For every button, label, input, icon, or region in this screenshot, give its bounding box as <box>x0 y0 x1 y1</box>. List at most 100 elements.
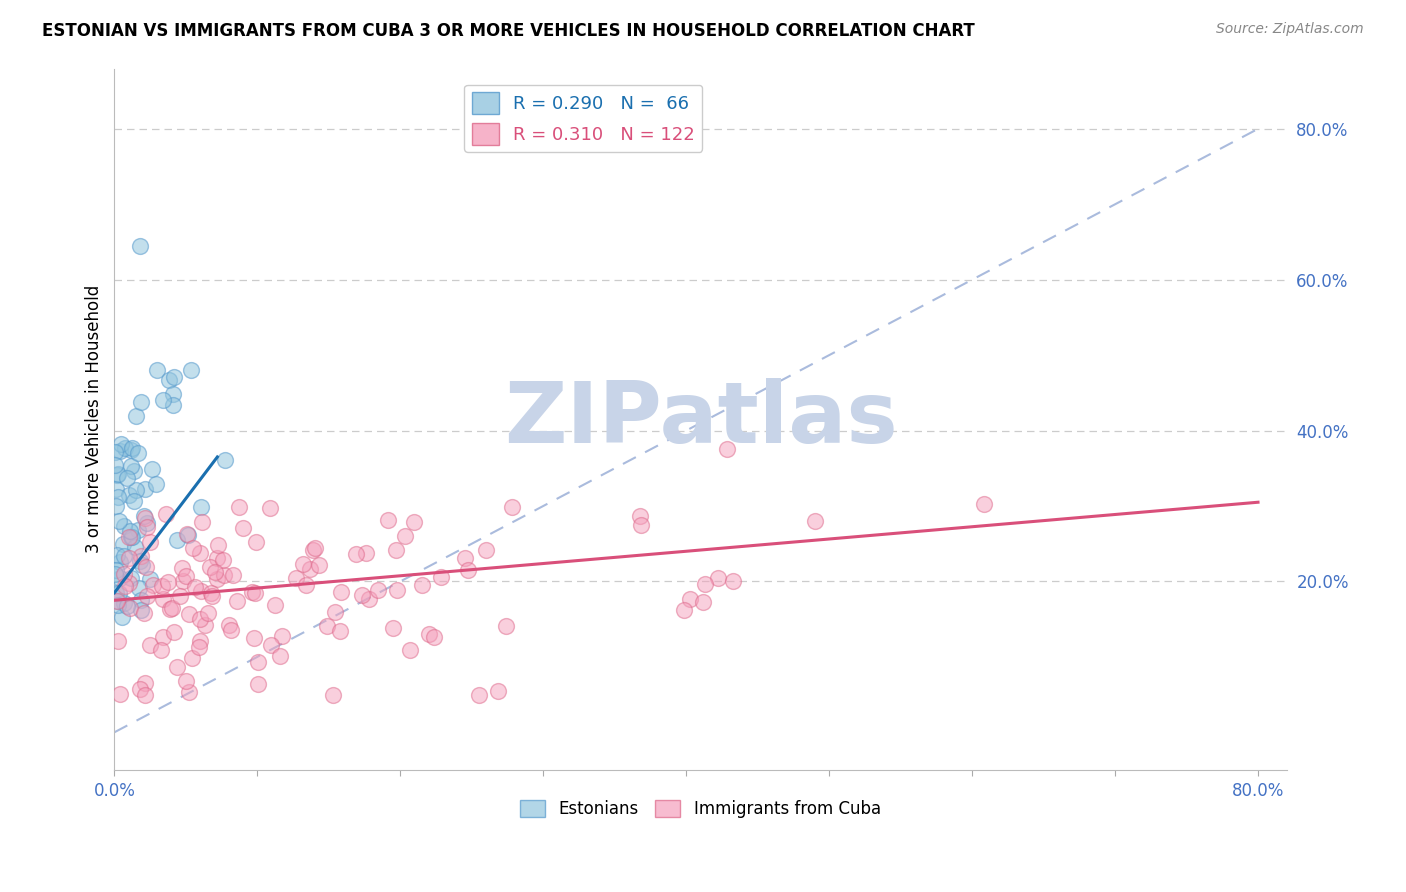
Point <box>128 581 150 595</box>
Point <box>457 564 479 578</box>
Point <box>162 387 184 401</box>
Point <box>105 499 128 513</box>
Point <box>136 589 159 603</box>
Point <box>141 461 163 475</box>
Point <box>134 688 156 702</box>
Point <box>128 554 150 568</box>
Point <box>107 490 129 504</box>
Point <box>107 594 129 608</box>
Point <box>225 593 247 607</box>
Point <box>131 603 153 617</box>
Point <box>716 442 738 456</box>
Point <box>214 453 236 467</box>
Point <box>200 586 222 600</box>
Point <box>188 633 211 648</box>
Point <box>316 618 339 632</box>
Point <box>232 521 254 535</box>
Point <box>115 599 138 614</box>
Point <box>107 467 129 481</box>
Point <box>350 588 373 602</box>
Point <box>179 685 201 699</box>
Point <box>180 651 202 665</box>
Point <box>218 618 240 632</box>
Point <box>387 583 409 598</box>
Point <box>162 398 184 412</box>
Point <box>411 578 433 592</box>
Text: ZIPatlas: ZIPatlas <box>503 377 897 461</box>
Point <box>127 523 149 537</box>
Point <box>107 514 129 528</box>
Point <box>188 546 211 560</box>
Point <box>191 515 214 529</box>
Point <box>112 595 135 609</box>
Point <box>120 524 142 539</box>
Point <box>134 675 156 690</box>
Point <box>107 594 129 608</box>
Point <box>264 598 287 612</box>
Point <box>121 531 143 545</box>
Point <box>173 574 195 589</box>
Point <box>295 578 318 592</box>
Point <box>110 437 132 451</box>
Point <box>207 538 229 552</box>
Point <box>107 634 129 648</box>
Point <box>222 567 245 582</box>
Point <box>630 518 652 533</box>
Point <box>117 575 139 590</box>
Point <box>122 494 145 508</box>
Point <box>129 395 152 409</box>
Point <box>468 688 491 702</box>
Point <box>152 630 174 644</box>
Point <box>150 579 173 593</box>
Point <box>247 676 270 690</box>
Point <box>157 373 180 387</box>
Point <box>404 516 426 530</box>
Point <box>105 467 128 482</box>
Point <box>146 363 169 377</box>
Point <box>127 446 149 460</box>
Point <box>322 688 344 702</box>
Point <box>194 618 217 632</box>
Point <box>125 483 148 497</box>
Point <box>308 558 330 572</box>
Point <box>188 612 211 626</box>
Point <box>302 543 325 558</box>
Point <box>381 621 404 635</box>
Point <box>692 594 714 608</box>
Point <box>329 585 352 599</box>
Point <box>475 543 498 558</box>
Point <box>120 572 142 586</box>
Point <box>628 508 651 523</box>
Point <box>180 363 202 377</box>
Point <box>108 687 131 701</box>
Point <box>394 529 416 543</box>
Point <box>156 574 179 589</box>
Point <box>105 548 128 562</box>
Point <box>304 541 326 556</box>
Point <box>242 584 264 599</box>
Point <box>183 581 205 595</box>
Point <box>166 533 188 547</box>
Point <box>124 464 146 478</box>
Point <box>108 443 131 458</box>
Point <box>323 605 346 619</box>
Point <box>112 537 135 551</box>
Point <box>114 579 136 593</box>
Point <box>155 507 177 521</box>
Point <box>120 530 142 544</box>
Point <box>104 563 127 577</box>
Y-axis label: 3 or more Vehicles in Household: 3 or more Vehicles in Household <box>86 285 103 553</box>
Point <box>177 607 200 622</box>
Point <box>205 572 228 586</box>
Legend: Estonians, Immigrants from Cuba: Estonians, Immigrants from Cuba <box>513 793 887 825</box>
Point <box>134 511 156 525</box>
Point <box>107 586 129 600</box>
Point <box>104 586 127 600</box>
Point <box>418 627 440 641</box>
Point <box>112 519 135 533</box>
Point <box>429 570 451 584</box>
Point <box>204 565 226 579</box>
Text: ESTONIAN VS IMMIGRANTS FROM CUBA 3 OR MORE VEHICLES IN HOUSEHOLD CORRELATION CHA: ESTONIAN VS IMMIGRANTS FROM CUBA 3 OR MO… <box>42 22 974 40</box>
Point <box>197 606 219 620</box>
Point <box>377 513 399 527</box>
